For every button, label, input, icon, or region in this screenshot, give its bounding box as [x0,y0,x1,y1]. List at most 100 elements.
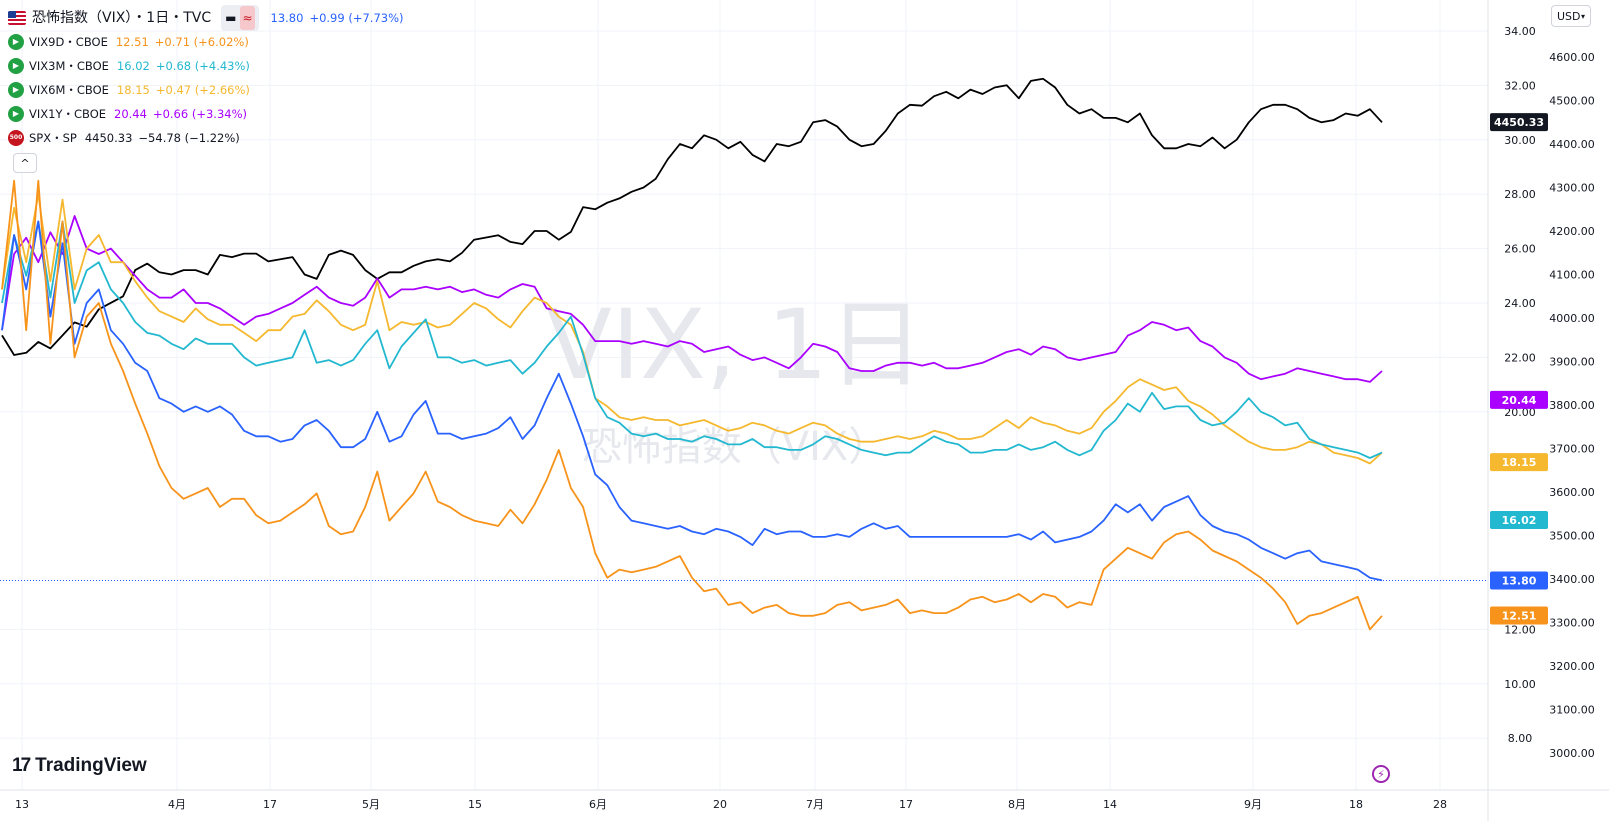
last-value-badge [1490,390,1548,409]
x-tick-label: 7月 [806,798,824,811]
legend-main-row[interactable]: 恐怖指数（VIX）・1日・TVC ▬ ≈ 13.80 +0.99 (+7.73%… [8,5,404,31]
last-value-badge [1490,453,1548,472]
currency-selector[interactable]: USD ▾ [1551,5,1591,27]
legend-row[interactable]: ▶ VIX1Y・CBOE 20.44 +0.66 (+3.34%) [8,102,404,126]
x-tick-label: 28 [1433,798,1447,811]
series-line-vix1y[interactable] [1,215,1383,383]
legend-symbol: VIX6M・CBOE [29,83,109,97]
x-tick-label: 6月 [589,798,607,811]
y-right-tick-label: 3300.00 [1549,617,1595,630]
legend-value: 20.44 [114,107,147,121]
y-right-tick-label: 4400.00 [1549,138,1595,151]
legend-change: +0.68 (+4.43%) [155,59,250,73]
y-left-tick-label: 24.00 [1504,297,1536,310]
main-change: +0.99 (+7.73%) [309,11,404,25]
y-right-tick-label: 3000.00 [1549,747,1595,760]
y-left-tick-label: 22.00 [1504,351,1536,364]
x-tick-label: 4月 [168,798,186,811]
watermark-title: VIX, 1日 [546,289,924,401]
watermark: VIX, 1日 恐怖指数（VIX） [546,289,924,470]
legend-change: −54.78 (−1.22%) [138,131,240,145]
y-right-tick-label: 4000.00 [1549,312,1595,325]
y-right-tick-label: 4300.00 [1549,182,1595,195]
last-value-label: 4450.33 [1494,116,1544,129]
legend-row[interactable]: ▶ VIX6M・CBOE 18.15 +0.47 (+2.66%) [8,78,404,102]
series-line-vix6m[interactable] [1,193,1383,465]
last-value-label: 13.80 [1502,574,1537,587]
y-left-tick-label: 34.00 [1504,25,1536,38]
x-tick-label: 17 [899,798,913,811]
y-left-tick-label: 20.00 [1504,406,1536,419]
legend-symbol: SPX・SP [29,131,77,145]
symbol-arrow-icon: ▶ [8,58,24,74]
chevron-down-icon: ▾ [1580,11,1585,21]
x-tick-label: 17 [263,798,277,811]
series-line-vix[interactable] [1,220,1383,582]
compare-toggle-b[interactable]: ≈ [240,6,255,30]
symbol-arrow-icon: ▶ [8,34,24,50]
x-tick-label: 5月 [362,798,380,811]
last-value-label: 12.51 [1502,610,1537,623]
bolt-icon[interactable]: ⚡ [1372,765,1390,783]
watermark-subtitle: 恐怖指数（VIX） [582,424,889,470]
collapse-icon: ^ [20,156,30,170]
y-right-tick-label: 4100.00 [1549,269,1595,282]
currency-label: USD [1557,9,1581,23]
y-right-tick-label: 3500.00 [1549,530,1595,543]
series-line-spx[interactable] [1,77,1383,356]
series-line-vix3m[interactable] [1,220,1383,459]
y-right-tick-label: 3800.00 [1549,399,1595,412]
last-value-badge [1490,571,1548,590]
y-right-tick-label: 4200.00 [1549,225,1595,238]
x-tick-label: 8月 [1008,798,1026,811]
series-lines [1,77,1383,631]
legend-symbol: VIX9D・CBOE [29,35,108,49]
tradingview-mark-icon: 17 [12,755,31,776]
legend-value: 18.15 [116,83,150,97]
y-right-tick-label: 4500.00 [1549,95,1595,108]
legend-symbol: VIX1Y・CBOE [29,107,107,121]
last-value-badge [1490,113,1548,132]
y-left-tick-label: 10.00 [1504,678,1536,691]
legend-row[interactable]: ▶ VIX9D・CBOE 12.51 +0.71 (+6.02%) [8,30,404,54]
y-left-tick-label: 32.00 [1504,79,1536,92]
symbol-arrow-icon: ▶ [8,106,24,122]
legend-value: 4450.33 [84,131,133,145]
last-value-label: 20.44 [1502,394,1537,407]
y-right-tick-label: 3100.00 [1549,704,1595,717]
y-right-tick-label: 3600.00 [1549,486,1595,499]
series-line-vix9d[interactable] [1,179,1383,631]
compare-toggle-a[interactable]: ▬ [225,11,237,25]
compare-toggle[interactable]: ▬ ≈ [221,5,259,31]
main-value: 13.80 [270,11,304,25]
y-left-tick-label: 30.00 [1504,134,1536,147]
collapse-legend-button[interactable]: ^ [13,153,37,173]
y-right-tick-label: 4600.00 [1549,51,1595,64]
x-tick-label: 14 [1103,798,1117,811]
legend-row[interactable]: 500 SPX・SP 4450.33 −54.78 (−1.22%) [8,126,404,150]
y-left-tick-label: 28.00 [1504,188,1536,201]
y-left-tick-label: 8.00 [1508,732,1533,745]
legend-change: +0.71 (+6.02%) [154,35,249,49]
legend-change: +0.66 (+3.34%) [152,107,247,121]
tradingview-logo[interactable]: 17 TradingView [12,755,147,777]
legend-row[interactable]: ▶ VIX3M・CBOE 16.02 +0.68 (+4.43%) [8,54,404,78]
spx-badge-icon: 500 [8,130,24,146]
bolt-glyph: ⚡ [1377,767,1385,781]
x-tick-label: 13 [15,798,29,811]
y-right-tick-label: 3400.00 [1549,573,1595,586]
us-flag-icon [8,11,26,25]
legend-change: +0.47 (+2.66%) [155,83,250,97]
x-tick-label: 15 [468,798,482,811]
y-right-tick-label: 3700.00 [1549,443,1595,456]
legend-value: 12.51 [115,35,149,49]
y-left-tick-label: 12.00 [1504,623,1536,636]
last-value-labels: 4450.33 20.44 18.15 16.02 13.80 12.51 [1490,113,1548,625]
y-right-tick-label: 3200.00 [1549,660,1595,673]
x-tick-label: 20 [713,798,727,811]
symbol-arrow-icon: ▶ [8,82,24,98]
legend-value: 16.02 [116,59,150,73]
tradingview-logo-text: TradingView [35,755,147,776]
